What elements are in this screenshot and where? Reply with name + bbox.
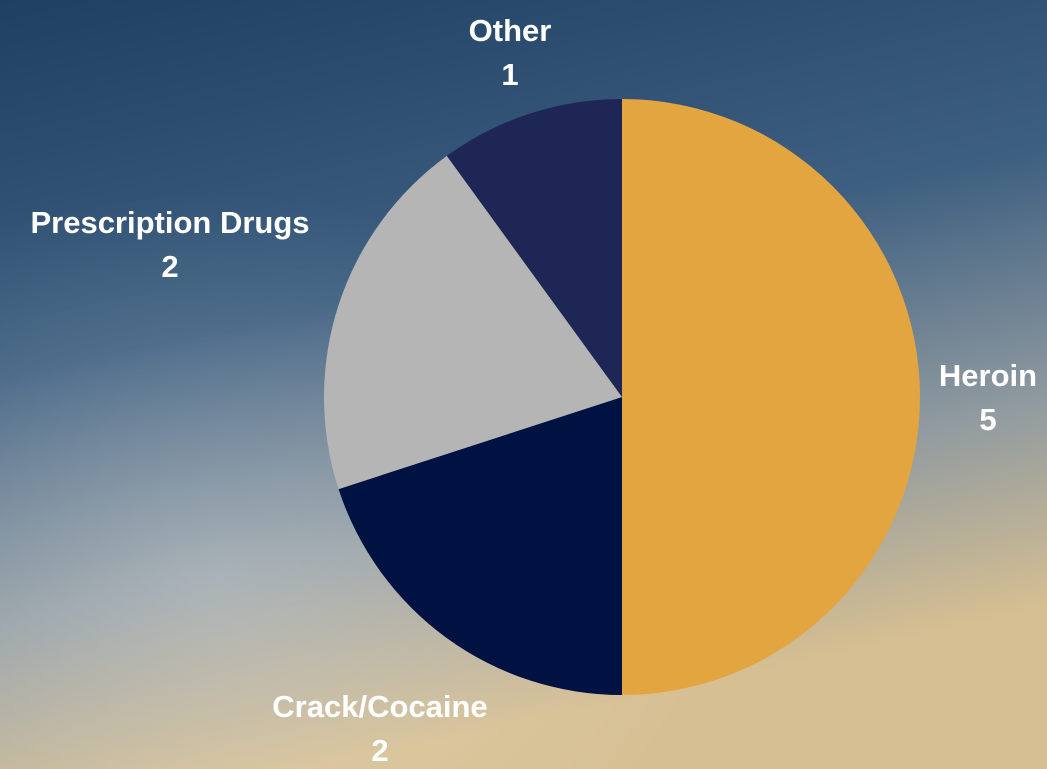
pie-slice: [324, 155, 622, 490]
pie-slice: [622, 99, 920, 695]
slice-label: Heroin: [939, 358, 1037, 393]
pie: [324, 99, 920, 695]
slice-value: 1: [501, 57, 518, 92]
slice-label: Other: [469, 13, 552, 48]
slice-value: 2: [371, 733, 388, 768]
labels: Heroin 5 Crack/Cocaine 2 Prescription Drugs 2…: [30, 13, 1037, 768]
slice-value: 5: [979, 402, 996, 437]
slice-label: Prescription Drugs: [30, 205, 309, 240]
slice-value: 2: [161, 249, 178, 284]
pie-slice: [446, 99, 622, 397]
pie-slice: [338, 397, 622, 695]
slice-label: Crack/Cocaine: [272, 689, 487, 724]
